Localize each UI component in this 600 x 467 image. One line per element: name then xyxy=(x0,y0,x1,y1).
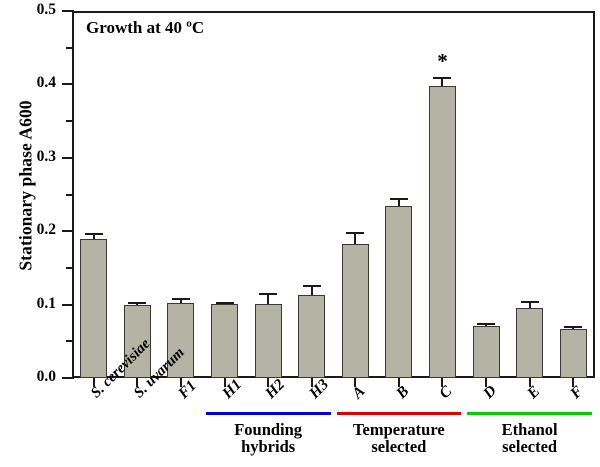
x-tick xyxy=(441,378,444,387)
significance-asterisk: * xyxy=(437,49,448,74)
bar-s-uvarum xyxy=(123,305,151,378)
group-label-line1: Ethanol xyxy=(501,420,558,439)
x-label-c: C xyxy=(436,382,456,403)
y-tick-minor xyxy=(66,193,74,196)
y-tick-major xyxy=(62,377,74,379)
y-tick-major xyxy=(62,10,74,12)
x-label-h2: H2 xyxy=(262,375,289,403)
error-bar-cap xyxy=(128,301,147,304)
x-tick xyxy=(267,378,270,387)
y-tick-major xyxy=(62,303,74,306)
y-tick-major xyxy=(62,156,74,159)
y-tick-label: 0.5 xyxy=(36,1,56,18)
group-label: Founding hybrids xyxy=(186,421,351,456)
bar-h1 xyxy=(211,303,239,378)
x-label-f: F xyxy=(567,382,587,403)
bar-f xyxy=(559,328,587,378)
error-bar-cap xyxy=(477,322,496,325)
bar-e xyxy=(516,307,544,378)
group-underline xyxy=(467,412,592,415)
error-bar-stem xyxy=(441,77,444,86)
bar-c xyxy=(428,85,456,378)
y-tick-minor xyxy=(66,340,74,343)
y-tick-label: 0.3 xyxy=(36,147,56,165)
y-tick-minor xyxy=(66,266,74,269)
error-bar-stem xyxy=(354,231,357,245)
y-tick-minor xyxy=(66,120,74,123)
error-bar-stem xyxy=(92,233,95,240)
bar-a xyxy=(341,244,369,378)
x-label-h3: H3 xyxy=(305,375,332,403)
y-tick-label: 0.0 xyxy=(36,368,56,385)
x-label-b: B xyxy=(392,382,413,403)
group-label-line2: hybrids xyxy=(241,437,296,457)
y-tick-label: 0.2 xyxy=(36,221,56,239)
error-bar-cap xyxy=(259,292,278,295)
x-label-a: A xyxy=(349,382,369,403)
x-tick xyxy=(572,378,575,387)
y-tick-major xyxy=(62,230,74,233)
bar-b xyxy=(385,206,413,378)
x-label-d: D xyxy=(480,382,500,403)
error-bar-cap xyxy=(346,231,365,234)
x-tick xyxy=(136,378,139,387)
x-tick xyxy=(310,378,313,387)
error-bar-cap xyxy=(215,302,234,305)
error-bar-stem xyxy=(528,300,531,308)
x-tick xyxy=(528,378,531,387)
y-tick-label: 0.4 xyxy=(36,74,56,92)
group-label: Ethanol selected xyxy=(447,421,600,456)
group-label: Temperature selected xyxy=(317,421,482,456)
error-bar-stem xyxy=(397,198,400,207)
x-tick xyxy=(223,378,226,387)
error-bar-cap xyxy=(520,300,539,303)
error-bar-cap xyxy=(302,284,321,287)
group-underline xyxy=(336,412,462,415)
bar-s-cerevisiae xyxy=(80,239,108,378)
x-tick xyxy=(92,378,95,387)
group-label-line2: selected xyxy=(371,437,427,457)
x-tick xyxy=(397,378,400,387)
bar-h2 xyxy=(254,303,282,378)
y-tick-minor xyxy=(66,46,74,49)
error-bar-stem xyxy=(267,292,270,304)
group-label-line1: Temperature xyxy=(353,420,445,439)
error-bar-cap xyxy=(564,325,583,328)
bar-d xyxy=(472,325,500,378)
error-bar-cap xyxy=(433,77,452,80)
error-bar-stem xyxy=(310,284,313,296)
group-label-line1: Founding xyxy=(234,420,303,439)
bar-f1 xyxy=(167,303,195,378)
x-tick xyxy=(354,378,357,387)
error-bar-cap xyxy=(389,198,408,201)
error-bar-stem xyxy=(179,297,182,304)
group-label-line2: selected xyxy=(502,437,558,457)
x-tick xyxy=(179,378,182,387)
chart-title: Growth at 40 ºC xyxy=(86,18,205,37)
group-underline xyxy=(205,412,331,415)
plot-area xyxy=(72,11,595,378)
error-bar-cap xyxy=(171,297,190,300)
y-tick-label: 0.1 xyxy=(36,294,56,312)
error-bar-cap xyxy=(84,233,103,236)
bar-h3 xyxy=(298,295,326,378)
y-tick-major xyxy=(62,83,74,86)
x-label-f1: F1 xyxy=(174,377,200,403)
x-label-e: E xyxy=(523,382,543,403)
x-tick xyxy=(485,378,488,387)
x-label-h1: H1 xyxy=(218,375,245,403)
